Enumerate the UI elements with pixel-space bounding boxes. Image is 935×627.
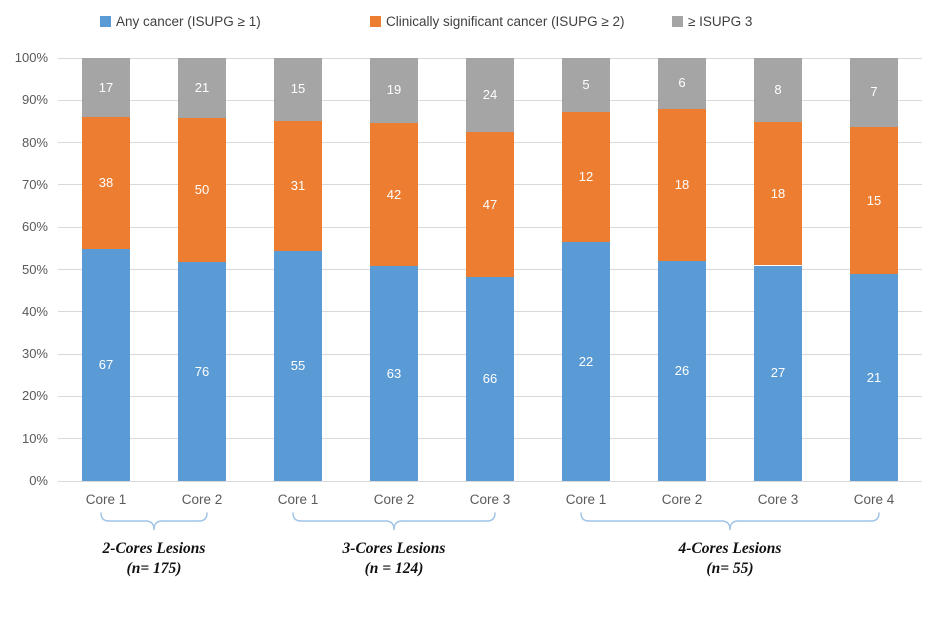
- group-label-title: 3-Cores Lesions: [342, 540, 446, 557]
- bar-segment: [562, 242, 610, 481]
- bar-value-label: 38: [98, 174, 114, 190]
- bar-segment: [370, 266, 418, 481]
- bar-value-label: 7: [870, 84, 878, 100]
- bar-value-label: 42: [386, 186, 402, 202]
- legend-label: Any cancer (ISUPG ≥ 1): [116, 13, 261, 29]
- bar-value-label: 15: [866, 192, 882, 208]
- bar-value-label: 18: [674, 176, 690, 192]
- bar-value-label: 24: [482, 87, 498, 103]
- bar-value-label: 27: [770, 365, 786, 381]
- bar-segment: [274, 250, 322, 481]
- bar-value-label: 17: [98, 79, 114, 95]
- group-brace: [292, 512, 496, 531]
- x-axis-label: Core 1: [565, 492, 607, 507]
- bar-value-label: 21: [866, 369, 882, 385]
- y-axis-tick-label: 50%: [21, 261, 48, 277]
- x-axis-label: Core 1: [85, 492, 127, 507]
- bar-segment: [82, 248, 130, 481]
- legend-item-clinically-significant: Clinically significant cancer (ISUPG ≥ 2…: [370, 13, 625, 29]
- bar-segment: [178, 262, 226, 481]
- bar-value-label: 19: [386, 82, 402, 98]
- legend-swatch-gray: [672, 15, 683, 27]
- legend-item-any-cancer: Any cancer (ISUPG ≥ 1): [100, 13, 261, 29]
- y-axis-tick-label: 90%: [21, 92, 48, 108]
- group-label-n: (n= 55): [706, 560, 754, 578]
- bar-segment: [658, 58, 706, 109]
- group-label: 4-Cores Lesions (n= 55): [620, 539, 840, 579]
- bar-value-label: 66: [482, 371, 498, 387]
- bar-value-label: 15: [290, 81, 306, 97]
- group-label-n: (n = 124): [364, 560, 424, 578]
- bar-segment: [370, 122, 418, 267]
- y-axis-tick-label: 80%: [21, 134, 48, 150]
- bar-segment: [274, 58, 322, 121]
- x-axis-label: Core 3: [469, 492, 511, 507]
- x-axis-label: Core 2: [373, 492, 415, 507]
- legend-item-isupg3: ≥ ISUPG 3: [672, 13, 752, 29]
- bar-value-label: 76: [194, 363, 210, 379]
- bar-value-label: 50: [194, 182, 210, 198]
- x-axis-label: Core 3: [757, 492, 799, 507]
- bar-segment: [466, 132, 514, 278]
- y-axis-tick-label: 20%: [21, 388, 48, 404]
- group-brace: [580, 512, 880, 531]
- x-axis-label: Core 2: [661, 492, 703, 507]
- bar-segment: [178, 118, 226, 263]
- group-label-n: (n= 175): [126, 560, 182, 578]
- gridline: [58, 480, 922, 482]
- legend-label: ≥ ISUPG 3: [688, 13, 753, 29]
- legend-label: Clinically significant cancer (ISUPG ≥ 2…: [386, 13, 625, 29]
- bar-segment: [562, 58, 610, 113]
- y-axis-tick-label: 60%: [21, 219, 48, 235]
- bar-value-label: 18: [770, 185, 786, 201]
- legend-swatch-orange: [370, 15, 381, 27]
- bar-value-label: 5: [582, 77, 590, 93]
- group-label-title: 4-Cores Lesions: [678, 540, 782, 557]
- bar-segment: [850, 126, 898, 275]
- bar-segment: [850, 58, 898, 127]
- bar-value-label: 21: [194, 80, 210, 96]
- bar-value-label: 67: [98, 356, 114, 372]
- bar-segment: [466, 277, 514, 481]
- y-axis-tick-label: 0%: [29, 473, 48, 488]
- bar-segment: [466, 58, 514, 133]
- bar-segment: [178, 58, 226, 119]
- bar-value-label: 6: [678, 75, 686, 91]
- bar-segment: [754, 58, 802, 122]
- y-axis-tick-label: 70%: [21, 176, 48, 192]
- group-label: 2-Cores Lesions (n= 175): [44, 539, 264, 579]
- bar-segment: [562, 112, 610, 243]
- bar-value-label: 8: [774, 81, 782, 97]
- bar-value-label: 12: [578, 169, 594, 185]
- x-axis-label: Core 4: [853, 492, 895, 507]
- y-axis-tick-label: 100%: [14, 50, 48, 65]
- bar-value-label: 63: [386, 365, 402, 381]
- bar-segment: [82, 58, 130, 117]
- bar-segment: [658, 261, 706, 481]
- x-axis-label: Core 2: [181, 492, 223, 507]
- group-brace: [100, 512, 208, 531]
- bar-segment: [658, 108, 706, 262]
- bar-value-label: 22: [578, 353, 594, 369]
- bar-segment: [82, 116, 130, 249]
- bar-value-label: 47: [482, 196, 498, 212]
- group-label-title: 2-Cores Lesions: [102, 540, 206, 557]
- bar-value-label: 31: [290, 177, 306, 193]
- bar-segment: [274, 120, 322, 251]
- bar-segment: [370, 58, 418, 123]
- group-label: 3-Cores Lesions (n = 124): [284, 539, 504, 579]
- bar-segment: [850, 274, 898, 481]
- bar-segment: [754, 121, 802, 266]
- bar-segment: [754, 265, 802, 481]
- y-axis-tick-label: 30%: [21, 346, 48, 362]
- y-axis-tick-label: 10%: [21, 430, 48, 446]
- y-axis-tick-label: 40%: [21, 303, 48, 319]
- bar-value-label: 55: [290, 357, 306, 373]
- legend-swatch-blue: [100, 15, 111, 27]
- bar-value-label: 26: [674, 363, 690, 378]
- x-axis-label: Core 1: [277, 492, 319, 507]
